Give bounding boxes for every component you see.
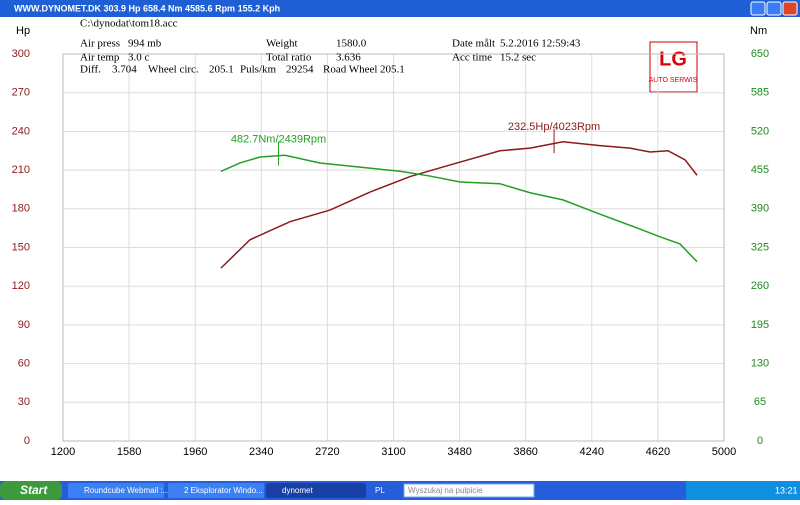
data-line [220, 154, 698, 263]
y-tick-label: 270 [12, 87, 30, 99]
info-label: Puls/km [240, 64, 277, 76]
info-value: 29254 [286, 64, 314, 76]
start-label: Start [20, 483, 48, 497]
info-label: Air temp [80, 52, 120, 64]
info-label: Acc time [452, 52, 492, 64]
info-value: 1580.0 [336, 38, 367, 50]
info-label: Wheel circ. [148, 64, 199, 76]
y2-tick-label: 585 [751, 87, 769, 99]
y2-tick-label: 650 [751, 48, 769, 60]
x-tick-label: 4240 [580, 446, 604, 458]
search-box[interactable] [403, 483, 535, 498]
data-line [220, 140, 698, 269]
y2-tick-label: 325 [751, 241, 769, 253]
info-value: 15.2 sec [500, 52, 536, 64]
task-label: dynomet [282, 486, 313, 495]
info-value: 205.1 [209, 64, 234, 76]
x-tick-label: 1960 [183, 446, 207, 458]
y2-tick-label: 520 [751, 125, 769, 137]
x-tick-label: 3480 [447, 446, 471, 458]
x-tick-label: 2720 [315, 446, 339, 458]
window-title: WWW.DYNOMET.DK 303.9 Hp 658.4 Nm 4585.6 … [14, 3, 280, 13]
info-value: 205.1 [380, 64, 405, 76]
task-label: Roundcube Webmail :... [84, 486, 169, 495]
x-tick-label: 1580 [117, 446, 141, 458]
plot-frame [62, 53, 725, 442]
y2-tick-label: 260 [751, 280, 769, 292]
annotation: 232.5Hp/4023Rpm [508, 121, 600, 133]
info-value: 994 mb [128, 38, 162, 50]
minimize-button[interactable] [750, 1, 766, 16]
y2-tick-label: 455 [751, 164, 769, 176]
close-button[interactable] [782, 1, 798, 16]
y-axis-title: Hp [16, 25, 30, 37]
y2-tick-label: 65 [754, 396, 766, 408]
tray [686, 481, 800, 500]
task-label: 2 Eksplorator Windo... [184, 486, 263, 495]
info-value: 5.2.2016 12:59:43 [500, 38, 581, 50]
y-tick-label: 60 [18, 358, 30, 370]
task-button[interactable] [266, 483, 366, 498]
info-value: 3.0 c [128, 52, 150, 64]
y2-tick-label: 390 [751, 203, 769, 215]
x-tick-label: 1200 [51, 446, 75, 458]
x-tick-label: 5000 [712, 446, 736, 458]
x-tick-label: 2340 [249, 446, 273, 458]
task-button[interactable] [68, 483, 164, 498]
info-label: Road Wheel [323, 64, 377, 76]
y-tick-label: 300 [12, 48, 30, 60]
file-name: C:\dynodat\tom18.acc [80, 18, 178, 30]
info-label: Air press [80, 38, 120, 50]
y-tick-label: 90 [18, 319, 30, 331]
y2-tick-label: 0 [757, 435, 763, 447]
y-tick-label: 240 [12, 125, 30, 137]
x-tick-label: 3100 [381, 446, 405, 458]
y2-axis-title: Nm [750, 25, 767, 37]
info-label: Weight [266, 38, 298, 50]
clock: 13:21 [775, 485, 798, 495]
info-label: Date målt [452, 38, 495, 50]
y2-tick-label: 195 [751, 319, 769, 331]
search-placeholder: Wyszukaj na pulpicie [408, 486, 483, 495]
x-tick-label: 3860 [513, 446, 537, 458]
logo-mark: LG [659, 48, 687, 70]
task-button[interactable] [168, 483, 264, 498]
logo: LG AUTO SERWIS [649, 41, 698, 93]
start-button[interactable] [0, 481, 62, 500]
y-tick-label: 120 [12, 280, 30, 292]
logo-text: AUTO SERWIS [649, 77, 698, 84]
info-value: 3.636 [336, 52, 361, 64]
language: PL [375, 486, 385, 495]
y-tick-label: 0 [24, 435, 30, 447]
y2-tick-label: 130 [751, 358, 769, 370]
annotation: 482.7Nm/2439Rpm [231, 134, 326, 146]
y-tick-label: 30 [18, 396, 30, 408]
y-tick-label: 210 [12, 164, 30, 176]
y-tick-label: 150 [12, 241, 30, 253]
y-tick-label: 180 [12, 203, 30, 215]
title-bar [0, 0, 800, 17]
maximize-button[interactable] [766, 1, 782, 16]
info-label: Total ratio [266, 52, 312, 64]
info-value: 3.704 [112, 64, 137, 76]
info-label: Diff. [80, 64, 101, 76]
x-tick-label: 4620 [646, 446, 670, 458]
